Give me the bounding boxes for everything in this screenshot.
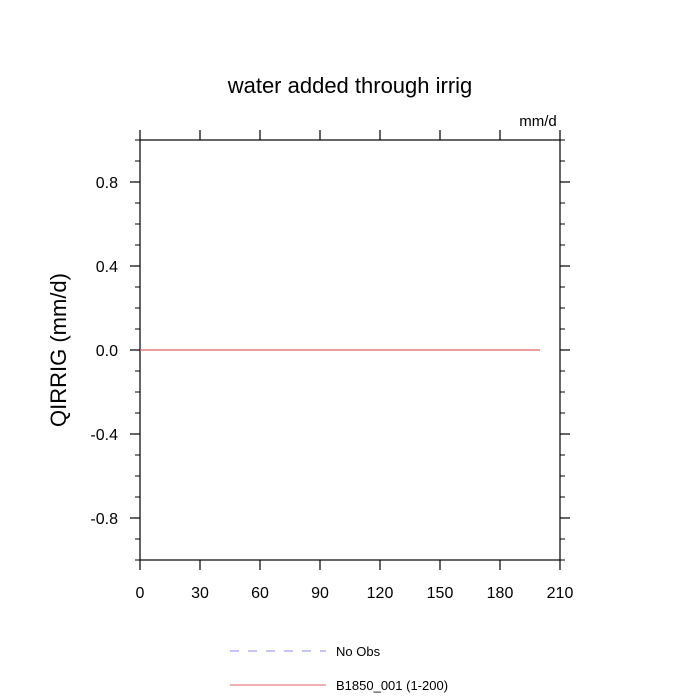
legend: No Obs B1850_001 (1-200) xyxy=(230,644,448,693)
y-tick-label: 0.4 xyxy=(96,259,118,276)
x-tick-label: 180 xyxy=(487,585,514,602)
y-tick-label: 0.0 xyxy=(96,343,118,360)
chart-title: water added through irrig xyxy=(227,73,473,98)
x-tick-label: 60 xyxy=(251,585,269,602)
x-tick-label: 0 xyxy=(136,585,145,602)
y-tick-label: -0.8 xyxy=(90,511,118,528)
x-tick-label: 30 xyxy=(191,585,209,602)
x-tick-label: 150 xyxy=(427,585,454,602)
legend-label: No Obs xyxy=(336,644,381,659)
x-tick-label: 90 xyxy=(311,585,329,602)
legend-label: B1850_001 (1-200) xyxy=(336,678,448,693)
y-tick-label: 0.8 xyxy=(96,175,118,192)
axis-ticks xyxy=(130,130,570,570)
units-label: mm/d xyxy=(519,113,557,130)
x-tick-label: 210 xyxy=(547,585,574,602)
x-tick-label: 120 xyxy=(367,585,394,602)
axis-tick-labels: 0 30 60 90 120 150 180 210 -0.8 -0.4 0.0 0.4 0.8 xyxy=(90,175,573,602)
y-axis-label: QIRRIG (mm/d) xyxy=(46,273,71,427)
y-tick-label: -0.4 xyxy=(90,427,118,444)
